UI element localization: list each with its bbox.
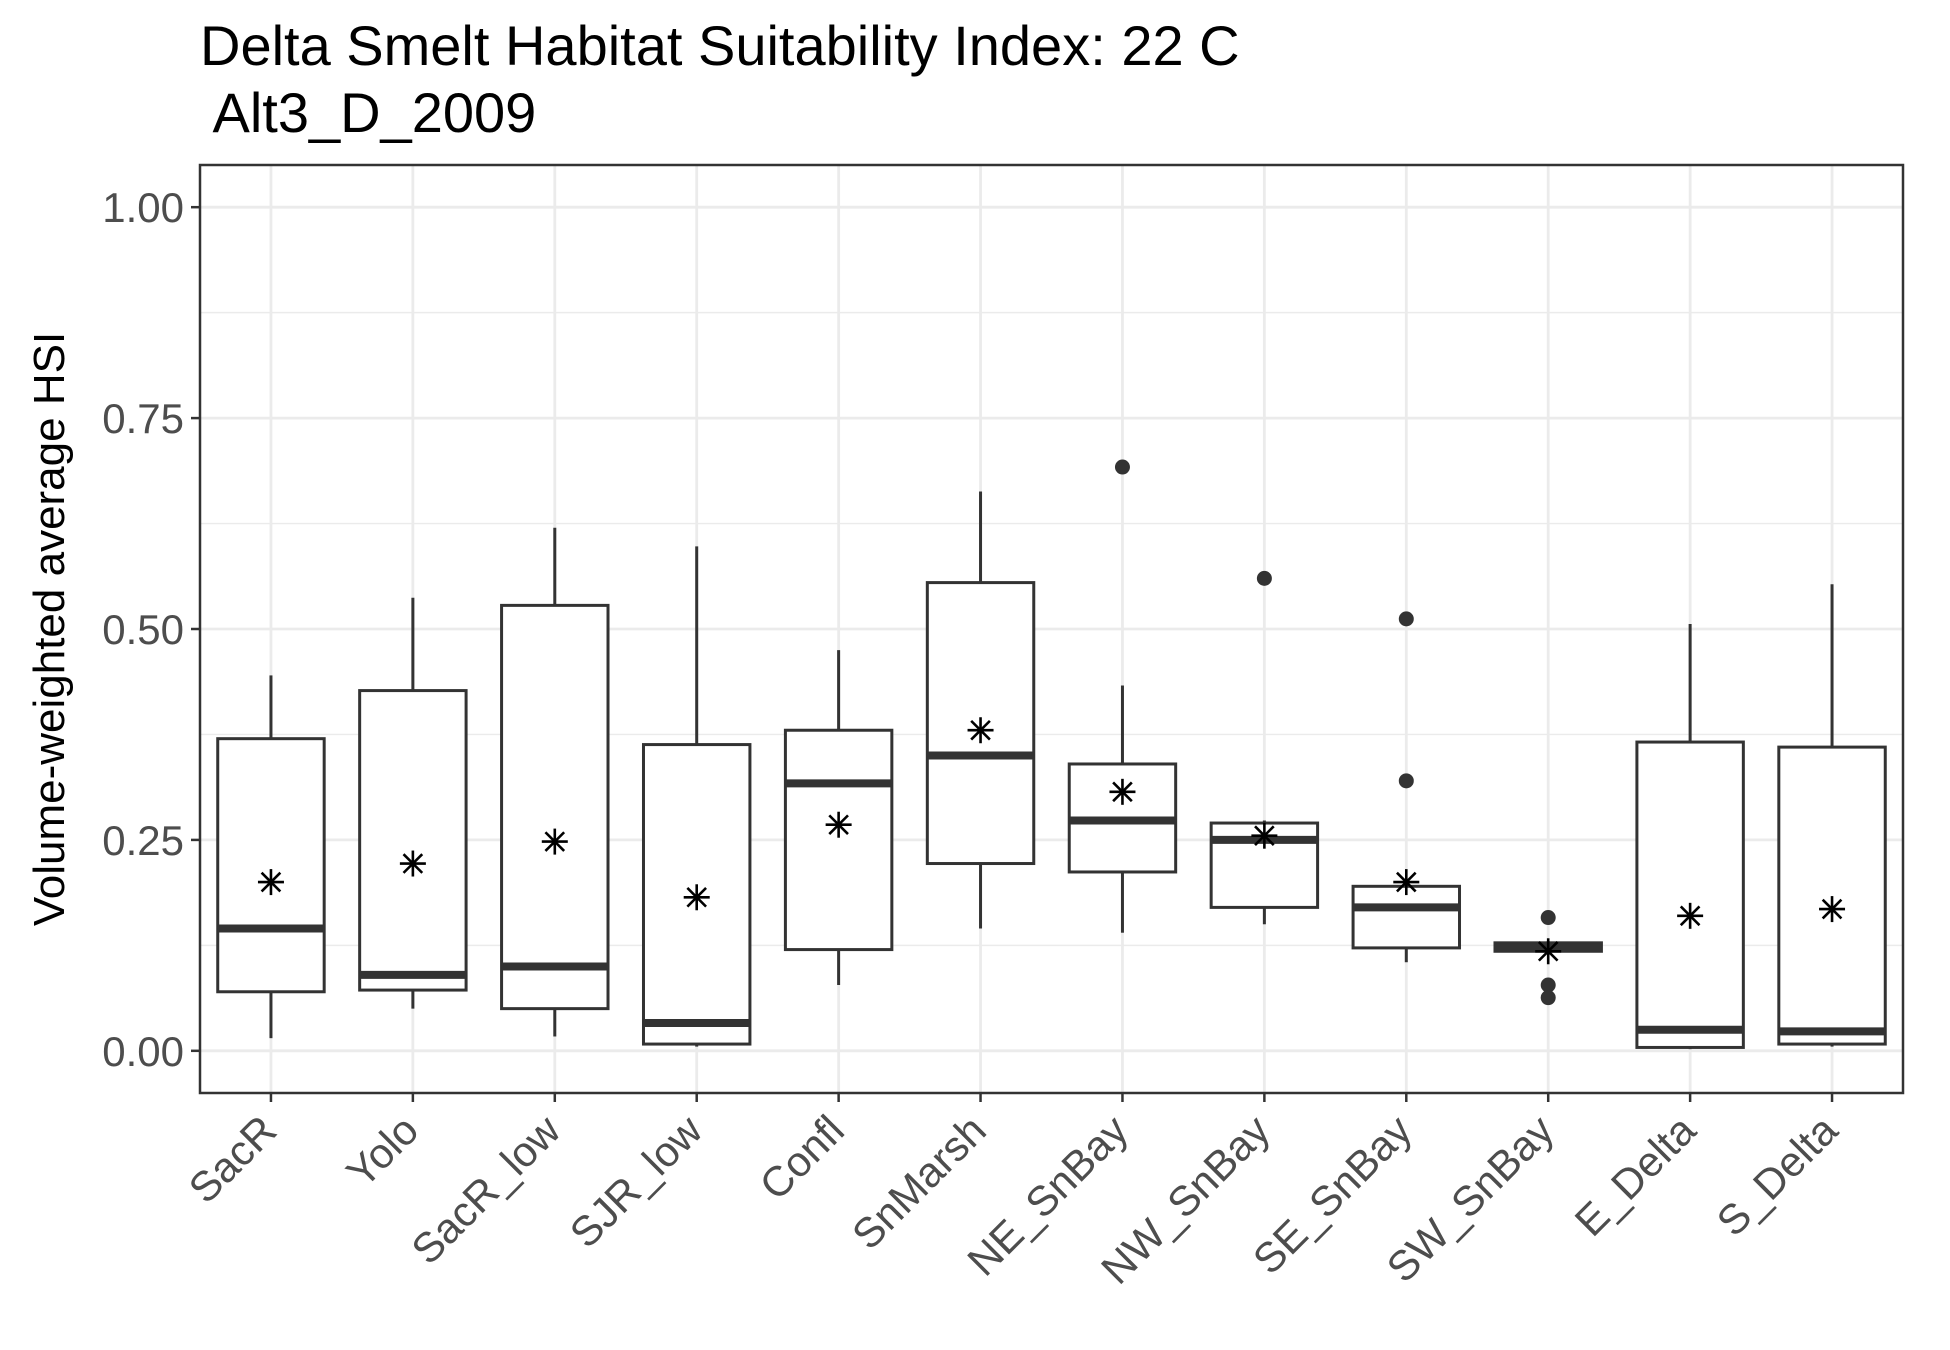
mean-marker-stroke [260, 871, 282, 893]
y-tick-label: 0.25 [102, 817, 184, 864]
y-axis-title: Volume-weighted average HSI [25, 332, 74, 926]
box-iqr [1635, 740, 1745, 1049]
mean-marker [1535, 938, 1562, 965]
chart-title-line2: Alt3_D_2009 [200, 81, 536, 144]
box-SacR [216, 675, 326, 1039]
boxplot-marks [216, 459, 1887, 1050]
box-iqr [1351, 884, 1462, 950]
box-SE_SnBay [1351, 611, 1462, 963]
box-Yolo [358, 597, 468, 1009]
y-tick-label: 0.75 [102, 395, 184, 442]
mean-marker-stroke [544, 831, 566, 852]
mean-marker-stroke [1254, 825, 1275, 846]
y-tick-label: 0.00 [102, 1028, 184, 1075]
outlier-point [1540, 990, 1556, 1006]
box-Confl [783, 650, 894, 986]
mean-marker [1251, 822, 1278, 849]
mean-marker-stroke [970, 719, 991, 741]
mean-marker [1677, 902, 1704, 929]
mean-marker-stroke [686, 886, 707, 908]
mean-marker [683, 884, 710, 911]
box-SnMarsh [925, 491, 1036, 929]
x-tick-label: E_Delta [1566, 1106, 1705, 1245]
mean-marker-stroke [828, 814, 849, 836]
mean-marker [541, 828, 568, 855]
y-tick-label: 1.00 [102, 184, 184, 231]
outlier-point [1540, 910, 1556, 926]
box-iqr [500, 603, 610, 1011]
box-SJR_low [641, 546, 752, 1047]
x-tick-label: Confl [750, 1106, 853, 1209]
box-S_Delta [1777, 584, 1887, 1047]
box-NE_SnBay [1067, 459, 1178, 933]
mean-marker [967, 717, 994, 744]
x-tick-label: SacR_low [402, 1106, 569, 1273]
box-iqr [1777, 745, 1887, 1046]
mean-marker-stroke [1537, 940, 1559, 962]
mean-marker-stroke [1679, 905, 1701, 927]
mean-marker [1109, 778, 1136, 805]
outlier-point [1398, 611, 1414, 627]
chart-title-line1: Delta Smelt Habitat Suitability Index: 2… [200, 14, 1240, 77]
mean-marker-stroke [1396, 871, 1417, 893]
box-iqr [783, 728, 894, 952]
mean-marker [1393, 869, 1420, 896]
box-iqr [358, 689, 468, 992]
box-SacR_low [500, 527, 610, 1037]
mean-marker [399, 850, 426, 877]
outlier-point [1398, 773, 1414, 789]
box-iqr [216, 737, 326, 994]
outlier-point [1114, 459, 1130, 475]
box-E_Delta [1635, 623, 1745, 1050]
mean-marker-stroke [1112, 781, 1133, 803]
x-tick-label: SnMarsh [843, 1106, 995, 1258]
mean-marker [257, 869, 284, 896]
y-tick-label: 0.50 [102, 606, 184, 653]
x-tick-label: S_Delta [1708, 1106, 1847, 1245]
outlier-point [1540, 977, 1556, 993]
box-SW_SnBay [1493, 910, 1603, 1006]
outlier-point [1256, 570, 1272, 586]
x-tick-label: SJR_low [561, 1106, 712, 1257]
mean-marker [825, 811, 852, 838]
mean-marker-stroke [1821, 898, 1843, 920]
x-tick-label: Yolo [337, 1106, 427, 1196]
box-NW_SnBay [1209, 570, 1320, 925]
mean-marker [1819, 896, 1846, 923]
x-tick-label: SacR [179, 1106, 285, 1212]
mean-marker-stroke [402, 853, 424, 874]
